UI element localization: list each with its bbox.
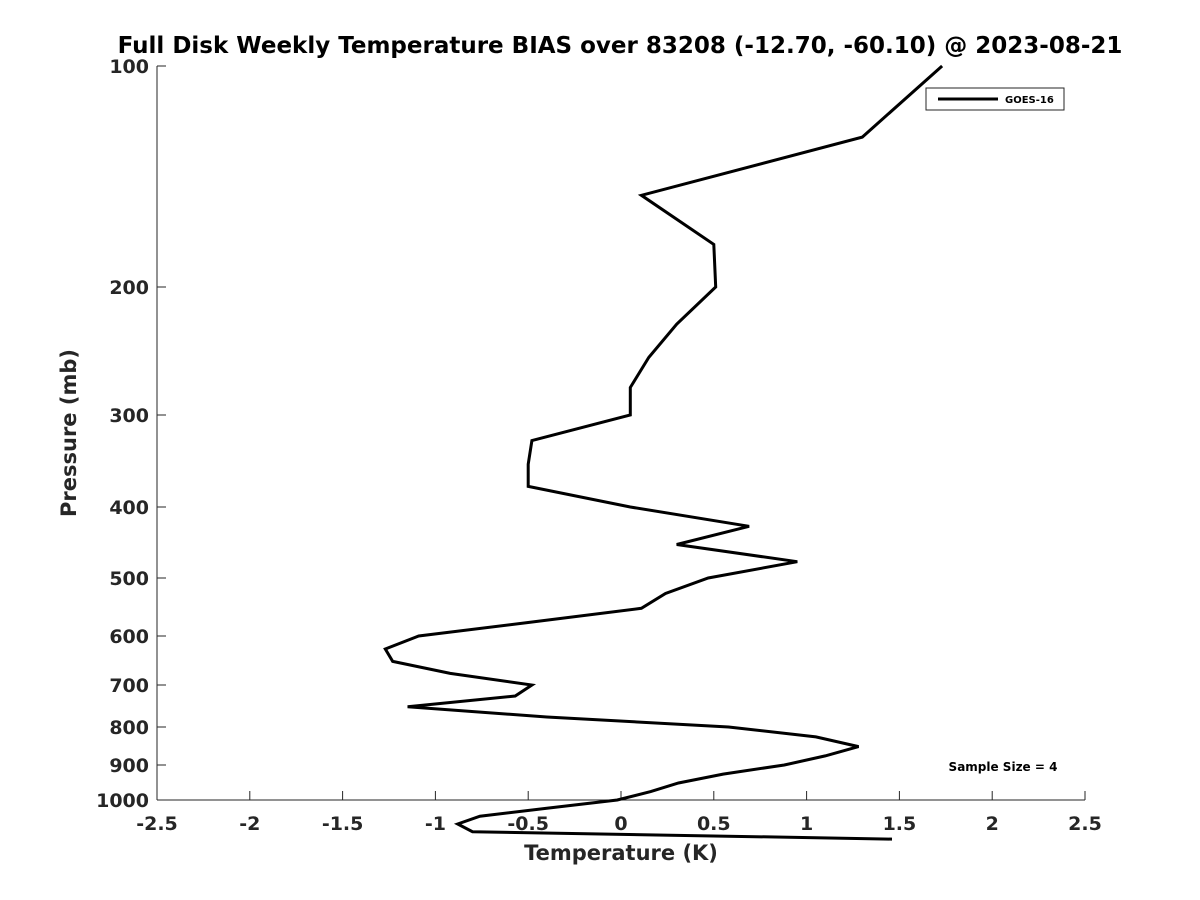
x-tick-label: -2 [239, 813, 260, 835]
x-tick-label: 2 [986, 813, 999, 835]
y-tick-label: 1000 [96, 790, 149, 812]
legend: GOES-16 [925, 87, 1065, 111]
y-tick-label: 500 [109, 568, 149, 590]
y-tick-label: 900 [109, 755, 149, 777]
legend-label: GOES-16 [1005, 95, 1054, 106]
y-tick-label: 400 [109, 497, 149, 519]
plot-area [383, 64, 944, 841]
x-axis-label: Temperature (K) [524, 841, 718, 865]
y-tick-label: 300 [109, 405, 149, 427]
series-line-goes-16 [383, 64, 944, 841]
x-tick-label: 0 [614, 813, 627, 835]
x-tick-label: 2.5 [1068, 813, 1102, 835]
y-tick-label: 800 [109, 717, 149, 739]
x-tick-label: -0.5 [507, 813, 549, 835]
y-tick-label: 600 [109, 626, 149, 648]
y-tick-label: 200 [109, 277, 149, 299]
x-tick-label: -2.5 [136, 813, 178, 835]
x-tick-label: -1 [425, 813, 446, 835]
x-tick-label: 0.5 [697, 813, 731, 835]
x-tick-label: -1.5 [322, 813, 364, 835]
y-axis-label: Pressure (mb) [57, 349, 81, 517]
x-tick-label: 1 [800, 813, 813, 835]
axes: -2.5 -2 -1.5 -1 -0.5 0 0.5 1 1.5 2 2.5 100 200 300 400… [96, 56, 1102, 835]
y-tick-label: 100 [109, 56, 149, 78]
y-tick-label: 700 [109, 675, 149, 697]
sample-size-annotation: Sample Size = 4 [949, 760, 1058, 774]
chart-title: Full Disk Weekly Temperature BIAS over 8… [118, 33, 1123, 59]
x-tick-label: 1.5 [883, 813, 917, 835]
